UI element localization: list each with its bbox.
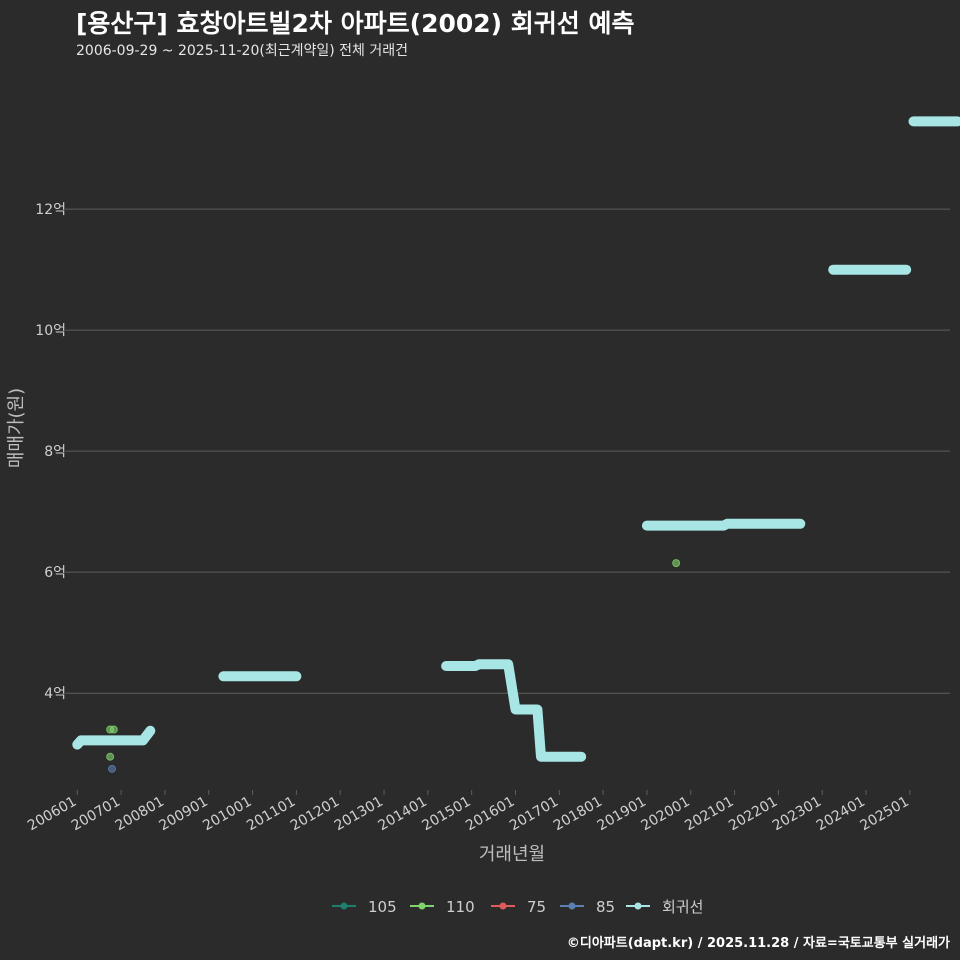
legend: 105 110 75 85 회귀선 (332, 898, 703, 916)
x-axis-label: 거래년월 (479, 844, 545, 865)
data-point-85 (107, 764, 116, 773)
x-tick-label: 202101 (682, 794, 736, 835)
regression-line-segment (641, 518, 806, 531)
legend-label: 110 (446, 898, 475, 916)
data-point-110 (672, 559, 681, 568)
x-tick-label: 200901 (156, 794, 210, 835)
legend-label: 회귀선 (662, 898, 703, 916)
x-tick-label: 201001 (200, 794, 254, 835)
x-tick-label: 200701 (69, 794, 123, 835)
legend-label: 75 (527, 898, 546, 916)
legend-key-dot (499, 902, 507, 910)
legend-key-dot (568, 902, 576, 910)
x-tick-label: 202201 (726, 794, 780, 835)
data-point-110 (106, 752, 115, 761)
chart-title: [용산구] 효창아트빌2차 아파트(2002) 회귀선 예측 (76, 9, 635, 38)
x-tick-label: 202501 (858, 794, 912, 835)
legend-label: 105 (368, 898, 397, 916)
x-tick-label: 201401 (376, 794, 430, 835)
regression-line-segment (72, 725, 156, 750)
y-tick-label: 10억 (35, 323, 66, 339)
x-tick-label: 201901 (595, 794, 649, 835)
x-tick-label: 200601 (25, 794, 79, 835)
x-tick-label: 202301 (770, 794, 824, 835)
y-tick-label: 8억 (44, 444, 66, 460)
x-tick-label: 202401 (814, 794, 868, 835)
x-tick-label: 201701 (507, 794, 561, 835)
x-tick-label: 201601 (463, 794, 517, 835)
legend-label: 85 (596, 898, 615, 916)
source-caption: ©디아파트(dapt.kr) / 2025.11.28 / 자료=국토교통부 실… (566, 936, 950, 951)
y-tick-label: 12억 (35, 202, 66, 218)
y-axis-label: 매매가(원) (6, 388, 27, 468)
legend-key-dot (340, 902, 348, 910)
chart-subtitle: 2006-09-29 ~ 2025-11-20(최근계약일) 전체 거래건 (76, 43, 408, 59)
x-tick-label: 201501 (419, 794, 473, 835)
y-tick-label: 6억 (44, 565, 66, 581)
x-tick-label: 201101 (244, 794, 298, 835)
x-tick-label: 201201 (288, 794, 342, 835)
x-tick-label: 201301 (332, 794, 386, 835)
regression-line-segment (441, 659, 587, 762)
x-tick-label: 201801 (551, 794, 605, 835)
legend-key-dot (418, 902, 426, 910)
y-tick-label: 4억 (44, 686, 66, 702)
legend-key-dot (634, 902, 642, 910)
x-tick-label: 200801 (113, 794, 167, 835)
data-point-110 (109, 725, 118, 734)
x-tick-label: 202001 (638, 794, 692, 835)
